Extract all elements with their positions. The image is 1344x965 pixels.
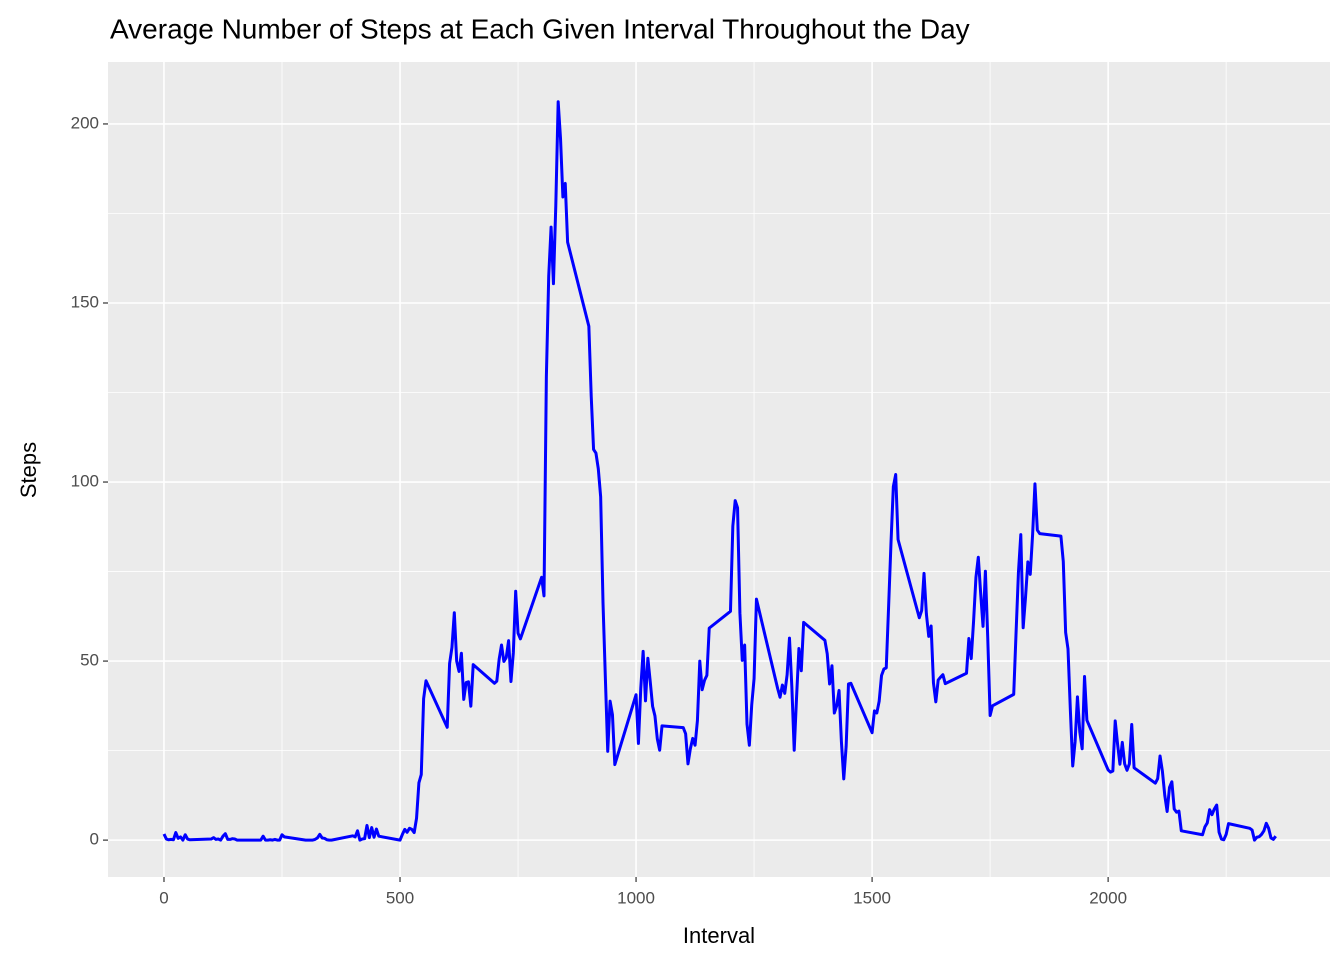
y-axis-label: Steps [16,442,41,498]
y-tick-label: 200 [71,113,99,132]
x-tick-label: 1000 [617,888,655,907]
data-line [162,100,1277,842]
x-tick-label: 500 [386,888,414,907]
grid [108,62,1330,877]
x-tick-label: 1500 [853,888,891,907]
chart-title: Average Number of Steps at Each Given In… [110,13,970,44]
panel [108,62,1330,877]
y-tick-label: 0 [90,830,99,849]
x-tick-label: 2000 [1089,888,1127,907]
x-axis-label: Interval [683,923,755,948]
y-tick-label: 50 [80,651,99,670]
y-tick-label: 150 [71,292,99,311]
x-tick-label: 0 [159,888,168,907]
marks [162,100,1277,842]
y-tick-label: 100 [71,472,99,491]
